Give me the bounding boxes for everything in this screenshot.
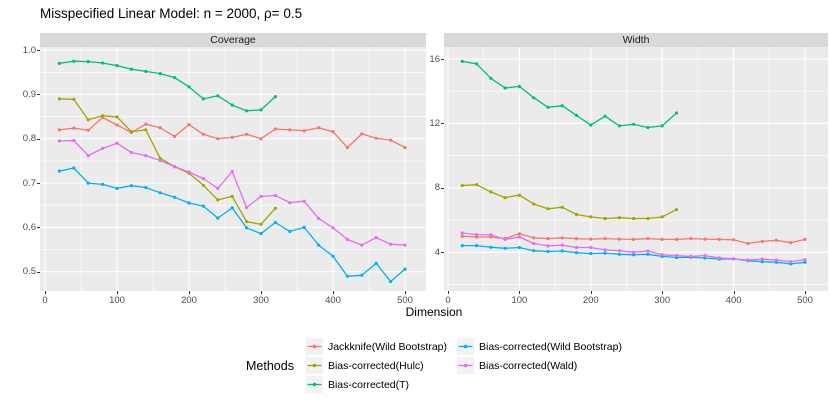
- y-tick-label: 16: [429, 53, 440, 65]
- x-tick-label: 300: [654, 295, 671, 306]
- y-tick-label: 0.8: [22, 133, 36, 145]
- y-tick-label: 0.7: [22, 177, 36, 189]
- y-tick-mark: [37, 94, 40, 96]
- x-tick-label: 200: [181, 295, 197, 306]
- x-tick-label: 400: [325, 295, 341, 306]
- x-tick-mark: [448, 291, 449, 294]
- panel-strip-coverage: Coverage: [40, 33, 426, 47]
- legend-title: Methods: [246, 358, 294, 373]
- legend-item-label: Bias-corrected(T): [327, 378, 410, 391]
- x-tick-mark: [45, 291, 46, 294]
- y-tick-label: 0.5: [22, 266, 36, 278]
- y-tick-mark: [441, 123, 444, 125]
- legend: Methods Jackknife(Wild Bootstrap) Bias-c…: [246, 337, 622, 394]
- legend-item-label: Bias-corrected(Hulc): [327, 359, 424, 372]
- y-tick-label: 1.0: [22, 44, 36, 56]
- x-axis-title: Dimension: [405, 305, 463, 319]
- y-tick-mark: [441, 252, 444, 254]
- x-tick-label: 200: [582, 295, 599, 306]
- x-tick-mark: [519, 291, 521, 294]
- y-tick-mark: [37, 50, 40, 52]
- y-tick-label: 12: [429, 117, 440, 129]
- x-tick-mark: [405, 291, 406, 294]
- legend-item-label: Bias-corrected(Wild Bootstrap): [479, 340, 622, 353]
- y-tick-mark: [37, 227, 40, 229]
- legend-item-bias-corrected-wild-bootstrap: Bias-corrected(Wild Bootstrap): [457, 337, 622, 356]
- width-plot: [444, 47, 828, 291]
- legend-key-icon: [457, 338, 474, 355]
- y-tick-mark: [441, 187, 444, 189]
- x-tick-label: 300: [253, 295, 269, 306]
- y-tick-label: 4: [434, 246, 440, 258]
- page-title: Misspecified Linear Model: n = 2000, ρ= …: [40, 6, 303, 21]
- x-tick-label: 100: [511, 295, 528, 306]
- y-tick-label: 8: [434, 182, 440, 194]
- legend-item-jackknife-wild-bootstrap: Jackknife(Wild Bootstrap): [305, 337, 447, 356]
- x-tick-mark: [662, 291, 664, 294]
- x-tick-mark: [333, 291, 334, 294]
- x-tick-mark: [590, 291, 592, 294]
- legend-item-bias-corrected-wald: Bias-corrected(Wald): [457, 356, 622, 375]
- x-tick-mark: [117, 291, 118, 294]
- legend-key-icon: [305, 338, 323, 355]
- legend-item-label: Bias-corrected(Wald): [479, 359, 578, 372]
- y-tick-mark: [441, 59, 444, 60]
- x-tick-label: 0: [445, 295, 451, 306]
- legend-key-icon: [457, 357, 474, 374]
- legend-items: Jackknife(Wild Bootstrap) Bias-corrected…: [305, 337, 622, 394]
- x-tick-label: 500: [797, 295, 813, 306]
- legend-key-icon: [305, 376, 323, 393]
- y-tick-mark: [37, 271, 40, 273]
- y-tick-label: 0.6: [22, 221, 36, 233]
- y-tick-mark: [37, 138, 40, 140]
- x-tick-label: 0: [42, 295, 48, 306]
- x-tick-label: 100: [109, 295, 125, 306]
- legend-item-label: Jackknife(Wild Bootstrap): [327, 340, 447, 353]
- legend-item-bias-corrected-hulc: Bias-corrected(Hulc): [305, 356, 447, 375]
- panel-strip-width: Width: [444, 33, 828, 47]
- x-tick-label: 500: [397, 295, 413, 306]
- y-tick-mark: [37, 183, 40, 185]
- x-tick-mark: [189, 291, 190, 294]
- x-tick-mark: [805, 291, 806, 294]
- coverage-plot: [40, 47, 426, 291]
- x-tick-mark: [733, 291, 735, 294]
- y-tick-label: 0.9: [22, 88, 36, 100]
- legend-key-icon: [305, 357, 323, 374]
- x-tick-mark: [261, 291, 262, 294]
- panel-strip-width-label: Width: [622, 34, 650, 46]
- legend-item-bias-corrected-t: Bias-corrected(T): [305, 375, 447, 394]
- panel-strip-coverage-label: Coverage: [210, 34, 256, 46]
- x-tick-label: 400: [725, 295, 742, 306]
